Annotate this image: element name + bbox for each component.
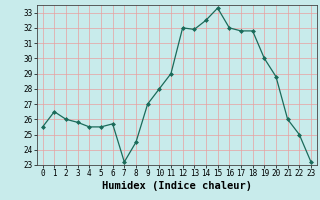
X-axis label: Humidex (Indice chaleur): Humidex (Indice chaleur) [102,181,252,191]
